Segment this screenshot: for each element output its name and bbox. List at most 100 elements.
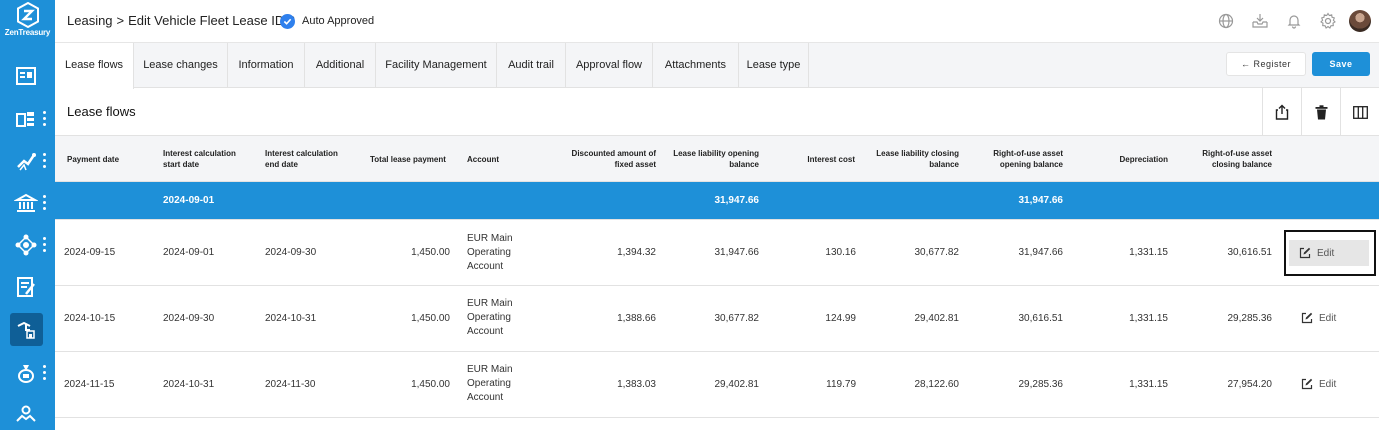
cell-payment-date: 2024-09-15 — [64, 247, 116, 258]
bank-menu-dots[interactable] — [43, 195, 46, 211]
column-header-payment-date[interactable]: Payment date — [67, 155, 120, 164]
edit-button-focused[interactable]: Edit — [1284, 230, 1376, 276]
cell-interest: 130.16 — [825, 247, 856, 258]
sidebar-item-leasing[interactable] — [0, 313, 55, 347]
cell-ll-closing: 29,402.81 — [914, 313, 960, 324]
network-icon — [15, 234, 37, 256]
cell-account: EUR Main Operating Account — [467, 297, 527, 339]
breadcrumb: Leasing > Edit Vehicle Fleet Lease ID 3 — [67, 13, 295, 28]
tab-attachments[interactable]: Attachments — [653, 43, 739, 88]
sidebar-item-transactions[interactable] — [0, 102, 55, 136]
sidebar-item-dashboard[interactable] — [0, 59, 55, 93]
tab-lease-flows[interactable]: Lease flows — [55, 43, 134, 89]
table-row[interactable]: 2024-11-15 2024-10-31 2024-11-30 1,450.0… — [55, 352, 1379, 418]
table-summary-row[interactable]: 2024-09-01 31,947.66 31,947.66 — [55, 182, 1379, 220]
column-header-total-lease-payment[interactable]: Total lease payment — [370, 155, 446, 164]
gear-icon — [1320, 12, 1336, 29]
cell-depreciation: 1,331.15 — [1129, 313, 1168, 324]
account-line: Account — [467, 392, 504, 403]
edit-icon — [1301, 312, 1313, 324]
sidebar-item-documents[interactable] — [0, 270, 55, 304]
zentreasury-logo-icon — [16, 2, 39, 28]
status-badge: Auto Approved — [280, 12, 374, 30]
cell-rou-closing: 30,616.51 — [1227, 247, 1273, 258]
register-button[interactable]: ← Register — [1226, 52, 1306, 76]
sidebar-item-bank[interactable] — [0, 186, 55, 220]
dashboard-icon — [16, 67, 36, 85]
column-header-start-date[interactable]: Interest calculation start date — [163, 149, 236, 169]
save-button[interactable]: Save — [1312, 52, 1370, 76]
tab-facility-management[interactable]: Facility Management — [376, 43, 497, 88]
bank-icon — [14, 193, 38, 212]
money-menu-dots[interactable] — [43, 365, 46, 381]
trash-icon — [1315, 104, 1327, 119]
account-line: EUR Main — [467, 298, 513, 309]
cell-total-payment: 1,450.00 — [411, 247, 450, 258]
transactions-menu-dots[interactable] — [43, 111, 46, 127]
top-icons — [1209, 9, 1371, 33]
table-row[interactable]: 2024-09-15 2024-09-01 2024-09-30 1,450.0… — [55, 220, 1379, 286]
forecast-icon — [17, 153, 36, 171]
tab-lease-changes[interactable]: Lease changes — [134, 43, 228, 88]
delete-button[interactable] — [1301, 88, 1340, 136]
column-header-depreciation[interactable]: Depreciation — [1119, 155, 1168, 164]
cell-total-payment: 1,450.00 — [411, 379, 450, 390]
tab-information[interactable]: Information — [228, 43, 305, 88]
edit-label: Edit — [1319, 312, 1337, 324]
sidebar-item-forecast[interactable] — [0, 144, 55, 178]
column-header-interest-cost[interactable]: Interest cost — [807, 155, 855, 164]
avatar[interactable] — [1349, 10, 1371, 32]
account-line: Account — [467, 261, 504, 272]
panel-header: Lease flows — [55, 88, 1379, 136]
edit-button[interactable]: Edit — [1288, 307, 1348, 329]
column-header-ll-closing[interactable]: Lease liability closing balance — [876, 149, 959, 169]
column-header-account[interactable]: Account — [467, 155, 499, 164]
tab-approval-flow[interactable]: Approval flow — [566, 43, 653, 88]
tab-additional[interactable]: Additional — [305, 43, 376, 88]
cell-rou-opening: 31,947.66 — [1018, 247, 1064, 258]
network-menu-dots[interactable] — [43, 237, 46, 253]
column-header-end-date[interactable]: Interest calculation end date — [265, 149, 338, 169]
export-button[interactable] — [1262, 88, 1301, 136]
forecast-menu-dots[interactable] — [43, 153, 46, 169]
brand-name: ZenTreasury — [4, 28, 51, 37]
brand-logo[interactable]: ZenTreasury — [0, 2, 55, 42]
cell-payment-date: 2024-10-15 — [64, 313, 116, 324]
sidebar-item-support[interactable] — [0, 398, 55, 432]
breadcrumb-parent[interactable]: Leasing — [67, 13, 113, 28]
cell-ll-closing: 28,122.60 — [914, 379, 960, 390]
cell-ll-opening: 29,402.81 — [714, 379, 760, 390]
column-header-rou-opening[interactable]: Right-of-use asset opening balance — [993, 149, 1063, 169]
table-row[interactable]: 2024-10-15 2024-09-30 2024-10-31 1,450.0… — [55, 286, 1379, 352]
tabs-bar: Lease flows Lease changes Information Ad… — [55, 43, 1379, 89]
settings-button[interactable] — [1311, 9, 1345, 33]
notifications-button[interactable] — [1277, 9, 1311, 33]
cell-depreciation: 1,331.15 — [1129, 379, 1168, 390]
columns-button[interactable] — [1340, 88, 1379, 136]
tab-audit-trail[interactable]: Audit trail — [497, 43, 566, 88]
column-header-rou-closing[interactable]: Right-of-use asset closing balance — [1202, 149, 1272, 169]
document-edit-icon — [17, 277, 35, 297]
breadcrumb-current: Edit Vehicle Fleet Lease ID 3 — [128, 13, 296, 28]
column-header-discounted-amount[interactable]: Discounted amount of fixed asset — [571, 149, 656, 169]
cell-ll-closing: 30,677.82 — [914, 247, 960, 258]
inbox-download-icon — [1252, 14, 1268, 28]
cell-ll-opening: 30,677.82 — [714, 313, 760, 324]
columns-icon — [1352, 105, 1368, 119]
edit-icon — [1301, 378, 1313, 390]
edit-button[interactable]: Edit — [1286, 242, 1346, 264]
sidebar-item-network[interactable] — [0, 228, 55, 262]
edit-button[interactable]: Edit — [1288, 373, 1348, 395]
account-line: Account — [467, 326, 504, 337]
column-header-ll-opening[interactable]: Lease liability opening balance — [673, 149, 759, 169]
cell-start-date: 2024-10-31 — [163, 379, 215, 390]
sidebar-item-money[interactable] — [0, 356, 55, 390]
downloads-button[interactable] — [1243, 9, 1277, 33]
language-button[interactable] — [1209, 9, 1243, 33]
tab-lease-type[interactable]: Lease type — [739, 43, 809, 88]
edit-label: Edit — [1319, 378, 1337, 390]
top-header: Leasing > Edit Vehicle Fleet Lease ID 3 Au… — [55, 0, 1379, 43]
panel-actions — [1262, 88, 1379, 136]
transactions-icon — [16, 112, 34, 127]
breadcrumb-separator: > — [116, 13, 125, 28]
